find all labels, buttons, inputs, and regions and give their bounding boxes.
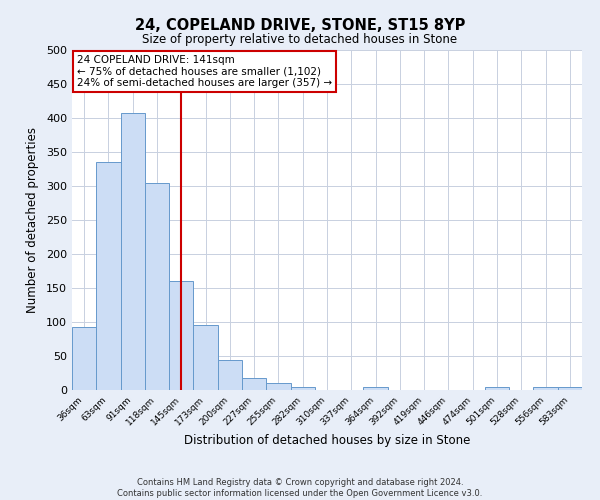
Text: 24 COPELAND DRIVE: 141sqm
← 75% of detached houses are smaller (1,102)
24% of se: 24 COPELAND DRIVE: 141sqm ← 75% of detac…	[77, 55, 332, 88]
Bar	[121, 113, 145, 390]
Bar	[242, 378, 266, 390]
Bar	[72, 327, 96, 390]
Bar	[558, 386, 582, 390]
X-axis label: Distribution of detached houses by size in Stone: Distribution of detached houses by size …	[184, 434, 470, 447]
Text: Contains HM Land Registry data © Crown copyright and database right 2024.
Contai: Contains HM Land Registry data © Crown c…	[118, 478, 482, 498]
Bar	[485, 386, 509, 390]
Text: Size of property relative to detached houses in Stone: Size of property relative to detached ho…	[142, 32, 458, 46]
Bar	[169, 281, 193, 390]
Text: 24, COPELAND DRIVE, STONE, ST15 8YP: 24, COPELAND DRIVE, STONE, ST15 8YP	[135, 18, 465, 32]
Bar	[533, 386, 558, 390]
Bar	[266, 383, 290, 390]
Bar	[193, 326, 218, 390]
Bar	[364, 386, 388, 390]
Bar	[145, 184, 169, 390]
Bar	[290, 386, 315, 390]
Bar	[218, 360, 242, 390]
Y-axis label: Number of detached properties: Number of detached properties	[26, 127, 39, 313]
Bar	[96, 162, 121, 390]
